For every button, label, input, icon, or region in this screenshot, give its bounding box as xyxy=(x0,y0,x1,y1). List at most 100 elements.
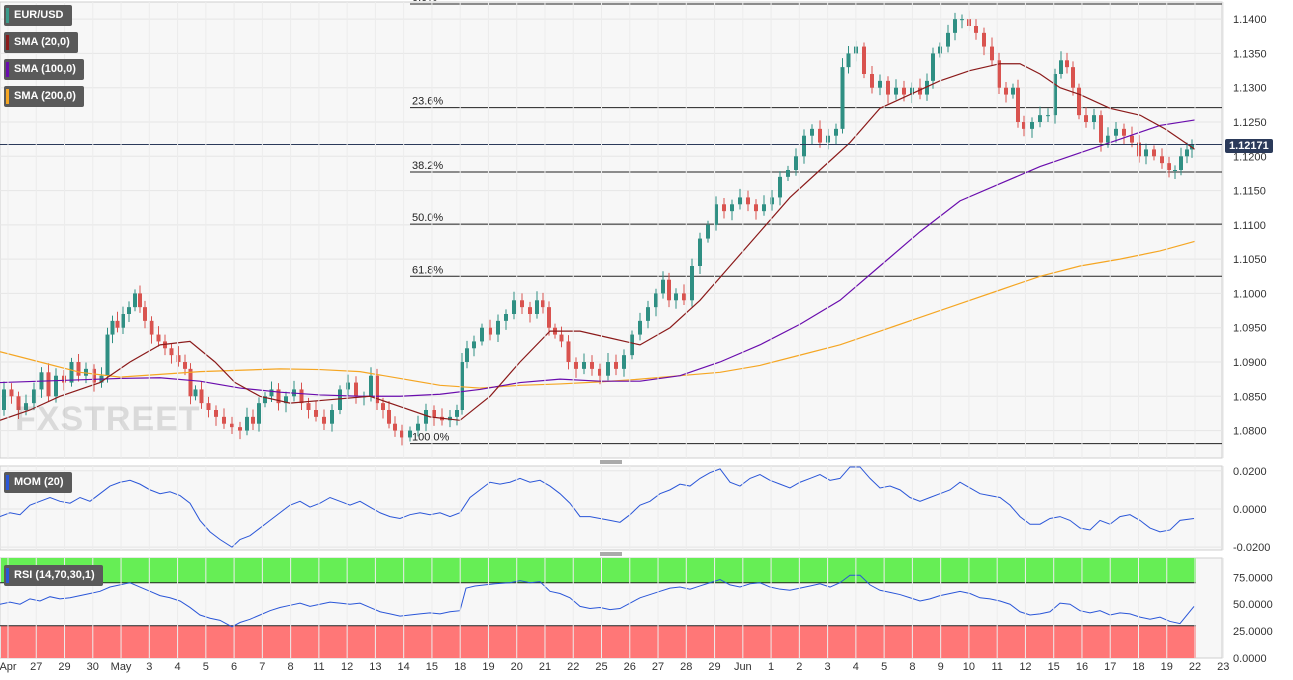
candle-bearish xyxy=(990,46,994,61)
rsi-tick-label: 75.0000 xyxy=(1233,572,1273,584)
candle-bearish xyxy=(982,32,986,47)
candle-bearish xyxy=(1004,87,1008,95)
fibonacci-label: 100.0% xyxy=(412,432,450,444)
candle-bullish xyxy=(32,389,36,404)
legend-momentum[interactable]: MOM (20) xyxy=(4,472,72,493)
candle-bearish xyxy=(997,60,1001,88)
candle-bearish xyxy=(9,389,14,397)
candle-bullish xyxy=(622,355,626,369)
candle-bearish xyxy=(156,334,161,342)
candle-bearish xyxy=(251,416,255,424)
candle-bearish xyxy=(432,410,436,417)
candle-bullish xyxy=(606,362,610,376)
candle-bullish xyxy=(630,334,634,356)
candle-bullish xyxy=(133,293,137,308)
time-tick-label: 14 xyxy=(398,661,410,673)
candle-bullish xyxy=(480,327,484,342)
candle-bearish xyxy=(520,300,524,308)
time-tick-label: 17 xyxy=(1104,661,1116,673)
legend-sma200[interactable]: SMA (200,0) xyxy=(4,86,84,107)
time-tick-label: 11 xyxy=(313,661,324,673)
candle-bearish xyxy=(918,87,922,95)
candle-bullish xyxy=(1092,115,1096,122)
candle-bullish xyxy=(193,389,198,397)
legend-momentum-swatch xyxy=(6,475,9,490)
time-tick-label: 27 xyxy=(30,661,42,673)
candle-bearish xyxy=(566,341,571,362)
candle-bearish xyxy=(214,410,218,417)
candle-bearish xyxy=(974,26,978,33)
candle-bearish xyxy=(667,279,671,301)
time-tick-label: 12 xyxy=(1019,661,1031,673)
candle-bullish xyxy=(730,204,734,212)
momentum-panel[interactable]: 0.0200 0.0000 -0.0200 xyxy=(0,465,1270,554)
candle-bullish xyxy=(504,314,508,321)
candle-bearish xyxy=(393,423,397,431)
current-price-tag: 1.12171 xyxy=(1225,139,1273,153)
rsi-tick-label: 0.0000 xyxy=(1233,653,1267,665)
momentum-tick-label: -0.0200 xyxy=(1233,542,1270,554)
candle-bearish xyxy=(528,307,532,314)
legend-sma100-label: SMA (100,0) xyxy=(14,63,76,75)
legend-rsi[interactable]: RSI (14,70,30,1) xyxy=(4,565,103,586)
legend-eurusd[interactable]: EUR/USD xyxy=(4,5,72,26)
price-tick-label: 1.0900 xyxy=(1233,357,1267,369)
price-panel[interactable]: 1.1400 1.1350 1.1300 1.1250 1.1200 1.1150 1.11… xyxy=(0,0,1267,459)
candle-bearish xyxy=(92,368,96,383)
time-tick-label: 18 xyxy=(1132,661,1144,673)
candle-bullish xyxy=(460,362,464,410)
candle-bearish xyxy=(870,74,874,88)
time-tick-label: 29 xyxy=(58,661,70,673)
time-tick-label: 4 xyxy=(175,661,181,673)
candle-bearish xyxy=(682,293,686,301)
candle-bearish xyxy=(886,80,890,95)
candle-bearish xyxy=(387,410,391,424)
candle-bearish xyxy=(541,300,545,308)
candle-bullish xyxy=(346,382,350,390)
legend-sma20-label: SMA (20,0) xyxy=(14,36,70,48)
candle-bearish xyxy=(1065,60,1069,68)
legend-sma20-swatch xyxy=(6,35,9,50)
candle-bearish xyxy=(76,362,81,376)
candle-bearish xyxy=(149,320,154,335)
candle-bearish xyxy=(1016,87,1020,122)
price-panel-frame xyxy=(0,1,1223,459)
candle-bullish xyxy=(646,307,650,321)
candle-bearish xyxy=(1071,67,1075,88)
watermark-logo: FXSTREET xyxy=(15,400,201,438)
time-tick-label: 9 xyxy=(938,661,944,673)
candle-bullish xyxy=(714,204,718,225)
candle-bullish xyxy=(738,197,742,205)
candle-bearish xyxy=(143,307,147,321)
candle-bearish xyxy=(1122,128,1126,136)
legend-sma20[interactable]: SMA (20,0) xyxy=(4,32,78,53)
candle-bullish xyxy=(84,368,88,376)
candle-bullish xyxy=(535,300,539,314)
candle-bearish xyxy=(1099,115,1103,143)
time-tick-label: 5 xyxy=(881,661,887,673)
momentum-tick-label: 0.0000 xyxy=(1233,504,1267,516)
price-tick-label: 1.1100 xyxy=(1233,220,1266,232)
candle-bearish xyxy=(1137,142,1141,157)
legend-sma100[interactable]: SMA (100,0) xyxy=(4,59,84,80)
legend-sma200-swatch xyxy=(6,89,9,104)
candle-bullish xyxy=(496,320,500,335)
candle-bearish xyxy=(314,410,318,417)
fibonacci-label: 50.0% xyxy=(412,212,443,224)
time-tick-label: May xyxy=(111,661,132,673)
candle-bullish xyxy=(269,389,274,397)
candle-bearish xyxy=(188,368,193,397)
candle-bullish xyxy=(127,307,131,314)
rsi-tick-label: 50.0000 xyxy=(1233,599,1273,611)
candle-bullish xyxy=(840,67,845,129)
sma20-line xyxy=(0,63,1196,421)
price-tick-label: 1.1200 xyxy=(1233,151,1267,163)
time-axis: Apr 27 29 30 May 3 4 5 6 7 8 11 12 13 14 15 18 19 20 21 22 25… xyxy=(0,2,1229,673)
candle-bullish xyxy=(938,46,942,54)
candle-bearish xyxy=(559,334,564,342)
time-tick-label: 15 xyxy=(1048,661,1060,673)
momentum-line xyxy=(0,466,1195,548)
candle-bullish xyxy=(1106,135,1110,143)
fibonacci-label: 23.6% xyxy=(412,96,443,108)
candle-bullish xyxy=(810,128,814,136)
